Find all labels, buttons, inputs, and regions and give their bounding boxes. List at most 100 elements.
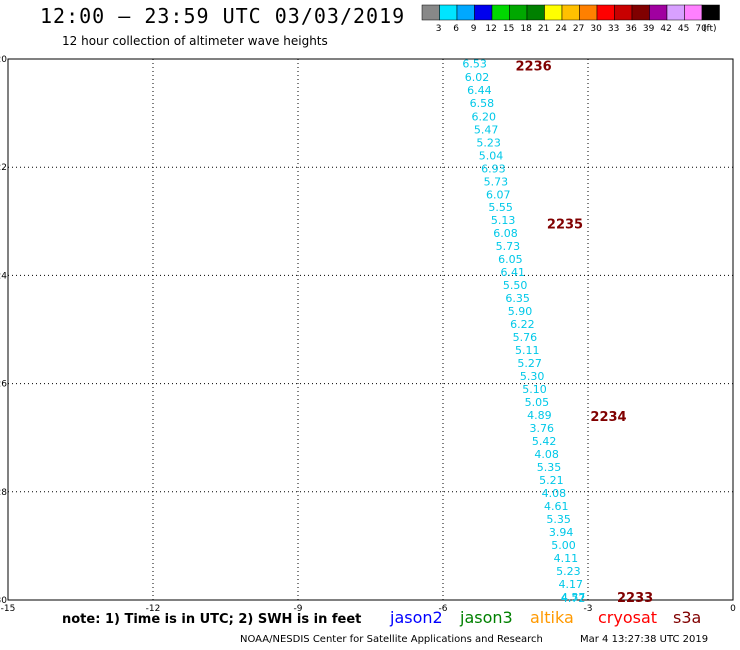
wave-height-label: 5.13 — [491, 214, 515, 227]
wave-height-label: 6.93 — [481, 162, 506, 175]
wave-height-label: 5.50 — [503, 279, 528, 292]
pass-time-label: 2234 — [590, 410, 626, 425]
colorbar-label: 27 — [573, 24, 584, 34]
colorbar-label: 36 — [625, 24, 637, 34]
wave-height-label: 5.35 — [546, 513, 571, 526]
wave-height-label: 6.07 — [486, 188, 511, 201]
wave-height-label: 6.53 — [462, 57, 487, 70]
x-tick-label: -9 — [294, 604, 303, 614]
wave-height-label: 5.21 — [539, 474, 564, 487]
wave-height-label: 6.05 — [498, 253, 522, 266]
wave-height-label: 6.35 — [505, 292, 529, 305]
colorbar-label: 70 — [695, 24, 707, 34]
colorbar-swatch — [474, 4, 493, 21]
colorbar-swatch — [491, 4, 510, 21]
colorbar-label: 30 — [590, 24, 602, 34]
x-tick-label: -3 — [584, 604, 593, 614]
wave-height-label: 6.08 — [493, 227, 518, 240]
y-tick-label: -30 — [0, 596, 7, 606]
wave-height-label: 4.72 — [561, 592, 586, 605]
x-tick-label: -15 — [1, 604, 16, 614]
y-tick-label: -26 — [0, 380, 7, 390]
y-tick-label: -28 — [0, 488, 7, 498]
wave-height-label: 5.23 — [476, 136, 501, 149]
y-tick-label: -20 — [0, 55, 7, 65]
pass-time-label: 2233 — [617, 591, 653, 606]
wave-height-label: 5.23 — [556, 565, 581, 578]
colorbar-swatch — [684, 4, 703, 21]
wave-height-label: 4.57 — [561, 591, 586, 604]
pass-time-label: 2235 — [547, 217, 583, 232]
x-tick-label: 0 — [730, 604, 736, 614]
chart-subtitle: 12 hour collection of altimeter wave hei… — [62, 34, 328, 48]
y-tick-label: -24 — [0, 271, 7, 281]
colorbar-label: 42 — [660, 24, 671, 34]
colorbar-swatch — [579, 4, 598, 21]
colorbar-swatch — [596, 4, 615, 21]
wave-height-label: 5.10 — [522, 383, 547, 396]
colorbar-swatch — [456, 4, 475, 21]
colorbar-swatch — [631, 4, 650, 21]
wave-height-label: 5.11 — [515, 344, 540, 357]
wave-height-label: 3.76 — [530, 422, 555, 435]
wave-height-label: 5.47 — [474, 123, 499, 136]
wave-height-label: 5.05 — [525, 396, 550, 409]
wave-height-label: 5.90 — [508, 305, 533, 318]
colorbar-label: 33 — [608, 24, 619, 34]
legend-jason3: jason3 — [460, 608, 513, 627]
wave-height-label: 5.76 — [513, 331, 538, 344]
colorbar-label: 3 — [436, 24, 442, 34]
colorbar-swatch — [421, 4, 440, 21]
pass-time-label: 2236 — [516, 59, 552, 74]
legend-s3a: s3a — [673, 608, 702, 627]
wave-height-label: 4.08 — [534, 448, 559, 461]
colorbar-swatch — [439, 4, 458, 21]
wave-height-label: 5.55 — [488, 201, 513, 214]
colorbar-swatch — [649, 4, 668, 21]
colorbar-label: 39 — [643, 24, 655, 34]
colorbar-label: 21 — [538, 24, 549, 34]
colorbar-swatch — [666, 4, 685, 21]
x-tick-label: -6 — [439, 604, 448, 614]
plot-frame — [7, 58, 734, 601]
colorbar-swatch — [544, 4, 563, 21]
wave-height-label: 4.08 — [542, 487, 567, 500]
chart-title: 12:00 – 23:59 UTC 03/03/2019 — [40, 4, 406, 28]
wave-height-label: 5.35 — [537, 461, 562, 474]
units-note: note: 1) Time is in UTC; 2) SWH is in fe… — [62, 612, 362, 627]
colorbar-label: 45 — [678, 24, 689, 34]
colorbar-swatch — [701, 4, 720, 21]
legend-cryosat: cryosat — [598, 608, 658, 627]
colorbar-label: 12 — [485, 24, 496, 34]
wave-height-label: 5.30 — [520, 370, 545, 383]
colorbar-swatch — [561, 4, 580, 21]
x-tick-label: -12 — [146, 604, 161, 614]
wave-height-label: 4.17 — [559, 578, 584, 591]
generated-timestamp: Mar 4 13:27:38 UTC 2019 — [580, 634, 709, 645]
wave-height-label: 5.73 — [496, 240, 521, 253]
colorbar-swatch — [509, 4, 528, 21]
wave-height-label: 6.58 — [470, 97, 495, 110]
legend-altika: altika — [530, 608, 574, 627]
colorbar-label: 15 — [503, 24, 514, 34]
wave-height-label: 5.73 — [484, 175, 509, 188]
wave-height-label: 5.27 — [517, 357, 542, 370]
legend-jason2: jason2 — [390, 608, 443, 627]
wave-height-label: 6.44 — [467, 84, 492, 97]
wave-height-label: 4.11 — [554, 552, 579, 565]
wave-height-label: 6.22 — [510, 318, 535, 331]
colorbar-swatch — [526, 4, 545, 21]
y-tick-label: -22 — [0, 163, 7, 173]
colorbar-label: 24 — [555, 24, 567, 34]
credit-line: NOAA/NESDIS Center for Satellite Applica… — [240, 634, 543, 645]
wave-height-label: 5.42 — [532, 435, 557, 448]
wave-height-label: 5.00 — [551, 539, 576, 552]
colorbar-swatch — [614, 4, 633, 21]
wave-height-label: 5.04 — [479, 149, 504, 162]
colorbar-unit: (ft) — [703, 24, 717, 34]
wave-height-label: 4.61 — [544, 500, 569, 513]
colorbar-label: 6 — [453, 24, 459, 34]
colorbar-label: 9 — [471, 24, 477, 34]
wave-height-label: 6.02 — [465, 71, 490, 84]
